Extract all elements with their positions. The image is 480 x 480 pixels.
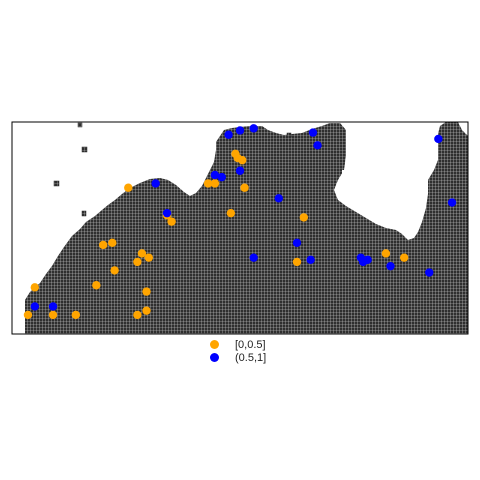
- map-frame: [11, 121, 469, 335]
- sample-point: [30, 283, 39, 292]
- sample-point: [110, 266, 119, 275]
- sample-point: [162, 208, 172, 218]
- isolated-cells: [53, 122, 292, 217]
- sample-point: [292, 257, 302, 267]
- isolated-cell: [77, 122, 83, 128]
- legend-label: (0.5,1]: [235, 351, 267, 364]
- sample-point: [363, 255, 372, 264]
- sample-point: [238, 155, 247, 165]
- sample-point: [399, 253, 409, 262]
- sample-point: [249, 253, 258, 262]
- sample-point: [226, 208, 236, 218]
- sample-point: [48, 302, 58, 311]
- isolated-cell: [81, 146, 88, 153]
- sample-point: [447, 198, 457, 207]
- sample-point: [434, 134, 443, 144]
- sample-point: [235, 166, 245, 175]
- sample-point: [48, 310, 58, 320]
- sample-point: [381, 249, 391, 258]
- raster-land-mass: [25, 122, 468, 334]
- raster-cells: [25, 122, 468, 334]
- sample-point: [249, 124, 258, 133]
- sample-point: [30, 302, 39, 311]
- legend-item: [0,0.5]: [210, 338, 266, 351]
- sample-point: [167, 217, 176, 226]
- sample-point: [99, 240, 108, 250]
- sample-point: [71, 310, 81, 320]
- sample-point: [203, 179, 213, 188]
- sample-point: [224, 130, 233, 139]
- sample-point: [356, 253, 366, 262]
- sample-point: [217, 172, 226, 182]
- sample-point: [299, 213, 309, 222]
- sample-point: [151, 179, 160, 188]
- sample-point: [108, 238, 117, 248]
- water-gap: [342, 170, 354, 190]
- sample-point: [92, 281, 101, 290]
- legend: [0,0.5] (0.5,1]: [210, 338, 266, 364]
- legend-label: [0,0.5]: [235, 338, 266, 351]
- sample-point: [306, 255, 315, 264]
- sample-point: [231, 149, 240, 158]
- sample-point: [142, 287, 151, 296]
- sample-point: [142, 306, 151, 315]
- sample-point: [292, 238, 302, 248]
- sample-point: [210, 179, 220, 188]
- isolated-cell: [286, 132, 292, 138]
- isolated-cell: [81, 210, 87, 217]
- sample-point: [124, 183, 133, 192]
- points-layer: [23, 124, 457, 320]
- sample-point: [137, 249, 147, 258]
- sample-point: [133, 257, 142, 267]
- sample-point: [425, 268, 434, 277]
- sample-point: [144, 253, 153, 262]
- legend-swatch-orange-icon: [210, 340, 219, 349]
- sample-point: [210, 170, 220, 180]
- sample-point: [386, 261, 395, 271]
- sample-point: [23, 310, 33, 320]
- legend-swatch-blue-icon: [210, 353, 219, 362]
- legend-item: (0.5,1]: [210, 351, 266, 364]
- sample-point: [313, 141, 322, 150]
- sample-point: [308, 128, 318, 137]
- sample-point: [133, 310, 142, 320]
- isolated-cell: [53, 180, 60, 187]
- sample-point: [240, 183, 249, 192]
- sample-point: [235, 126, 245, 135]
- sample-point: [274, 194, 283, 203]
